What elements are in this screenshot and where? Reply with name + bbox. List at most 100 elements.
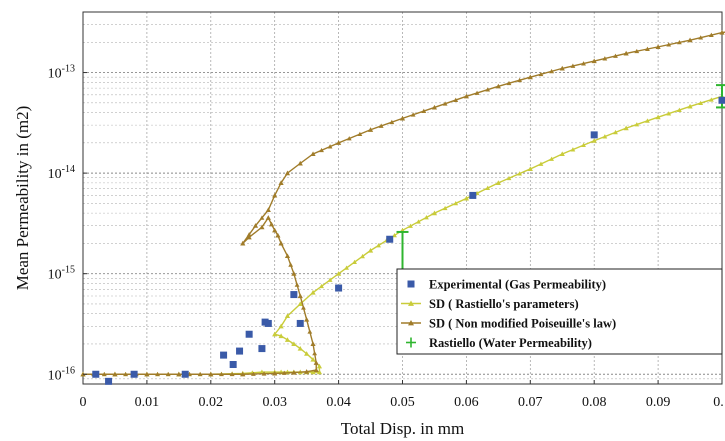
series-marker [399,115,406,121]
series-marker [698,35,704,40]
series-marker [291,369,297,375]
x-axis-label: Total Disp. in mm [341,419,464,438]
series-marker [313,360,319,365]
series-marker [291,271,297,276]
series-marker [284,170,291,176]
legend-box [396,268,723,355]
scatter-point [92,370,100,378]
series-marker [463,93,469,99]
series-marker [463,195,469,201]
series-marker [527,74,533,80]
series-marker [506,80,512,86]
series-marker [278,180,284,185]
series-marker [687,37,693,43]
series-0 [92,96,725,385]
series-marker [538,161,544,166]
series-marker [294,282,300,287]
legend-label: Rastiello (Water Permeability) [429,336,592,350]
series-marker [581,142,586,148]
series-marker [408,223,413,228]
series-marker [410,112,416,117]
scatter-point [469,191,477,199]
series-marker [265,207,271,213]
y-tick-label: 10-15 [48,265,75,283]
scatter-point [105,377,113,385]
series-3 [396,84,725,275]
series-marker [176,371,182,377]
series-marker [310,289,316,295]
scatter-point [220,351,228,359]
series-marker [698,100,704,106]
series-marker [316,363,323,369]
series-marker [517,77,523,83]
series-marker [378,123,384,128]
series-marker [284,253,291,259]
series-marker [591,58,597,64]
legend-marker [408,320,414,326]
series-marker [367,247,374,253]
series-marker [155,371,160,377]
series-marker [506,175,512,181]
scatter-point [236,347,244,355]
series-marker [549,68,554,74]
series-marker [101,371,107,377]
x-tick-label: 0.08 [582,395,607,410]
scatter-point [386,235,394,243]
series-marker [327,277,333,282]
series-marker [559,151,565,157]
series-marker [352,259,357,265]
series-marker [453,200,459,206]
series-marker [291,341,297,347]
series-marker [453,97,459,102]
x-tick-label: 0.05 [390,395,415,410]
series-marker [112,371,118,377]
y-axis-label: Mean Permeability in (m2) [13,106,32,291]
series-marker [591,138,597,143]
series-marker [559,65,565,71]
series-line [83,95,723,375]
legend-marker [408,300,414,306]
scatter-point [264,319,272,327]
scatter-point [290,291,298,299]
series-marker [485,87,491,92]
series-marker [645,46,650,51]
series-marker [666,111,672,116]
x-tick-labels: 0 0.01 0.02 0.03 0.04 0.05 0.06 0.07 0.08 0.09 0.1 [80,380,725,410]
series-marker [246,232,252,237]
legend-label: Experimental (Gas Permeability) [429,278,606,292]
legend-label: SD ( Rastiello's parameters) [429,297,579,311]
legend: Experimental (Gas Permeability) SD ( Rast… [396,268,723,355]
series-marker [272,331,278,337]
scatter-point [296,319,304,327]
series-marker [304,369,310,374]
series-marker [310,369,316,375]
series-marker [357,131,363,137]
series-marker [278,240,284,246]
x-tick-label: 0.07 [518,395,543,410]
scatter-point [181,370,189,378]
x-tick-label: 0.02 [199,395,224,410]
series-marker [431,210,438,216]
series-marker [259,215,265,220]
series-marker [259,224,265,230]
series-marker [485,185,491,190]
legend-marker [407,280,415,288]
y-tick-label: 10-13 [48,64,75,82]
series-marker [310,151,316,157]
y-tick-label: 10-16 [48,365,75,383]
series-marker [275,232,281,238]
series-marker [301,305,306,310]
x-tick-label: 0 [80,395,87,410]
series-marker [313,367,319,373]
series-marker [344,265,349,270]
x-tick-label: 0.1 [713,395,725,410]
series-marker [312,350,318,356]
series-marker [431,104,438,110]
series-marker [304,316,310,322]
series-marker [442,205,448,211]
series-marker [346,136,352,141]
series-marker [549,156,554,161]
series-marker [623,50,629,56]
series-marker [495,83,501,89]
series-2 [80,29,725,377]
